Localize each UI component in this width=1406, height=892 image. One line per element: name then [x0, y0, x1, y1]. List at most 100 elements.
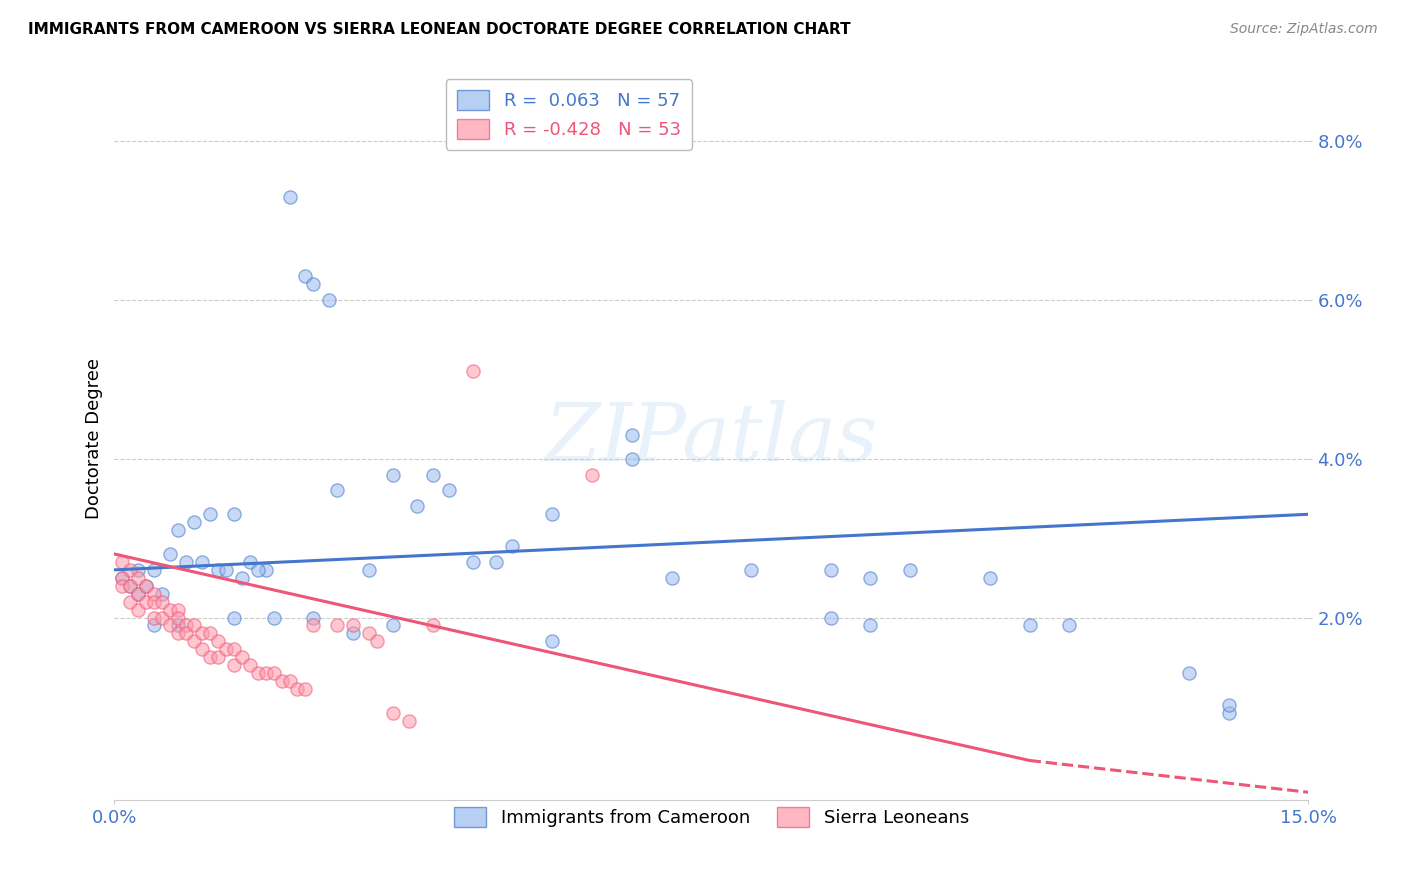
Point [159, 547, 181, 561]
Point [898, 563, 921, 577]
Point [979, 571, 1001, 585]
Point [127, 571, 149, 585]
Point [183, 515, 205, 529]
Point [143, 618, 166, 632]
Point [159, 618, 181, 632]
Point [143, 587, 166, 601]
Point [820, 610, 842, 624]
Point [541, 634, 564, 648]
Point [359, 563, 381, 577]
Point [174, 626, 197, 640]
Point [422, 467, 444, 482]
Point [1018, 618, 1040, 632]
Point [581, 467, 603, 482]
Point [150, 594, 173, 608]
Point [215, 642, 238, 657]
Point [485, 555, 508, 569]
Point [150, 610, 173, 624]
Point [198, 508, 221, 522]
Point [120, 579, 142, 593]
Point [150, 587, 173, 601]
Point [143, 610, 166, 624]
Point [111, 579, 134, 593]
Point [120, 579, 142, 593]
Point [342, 626, 364, 640]
Point [239, 555, 262, 569]
Point [254, 563, 277, 577]
Point [1059, 618, 1081, 632]
Point [270, 674, 292, 689]
Legend: Immigrants from Cameroon, Sierra Leoneans: Immigrants from Cameroon, Sierra Leonean… [446, 800, 976, 835]
Point [159, 602, 181, 616]
Point [167, 618, 190, 632]
Point [461, 364, 484, 378]
Point [326, 483, 349, 498]
Point [191, 555, 214, 569]
Point [1218, 706, 1240, 720]
Point [174, 618, 197, 632]
Point [135, 579, 157, 593]
Point [246, 563, 269, 577]
Point [127, 563, 149, 577]
Text: Source: ZipAtlas.com: Source: ZipAtlas.com [1230, 22, 1378, 37]
Point [359, 626, 381, 640]
Point [135, 594, 157, 608]
Point [120, 594, 142, 608]
Point [111, 571, 134, 585]
Point [302, 610, 325, 624]
Point [198, 626, 221, 640]
Point [820, 563, 842, 577]
Point [231, 650, 253, 665]
Point [1218, 698, 1240, 712]
Point [859, 618, 882, 632]
Point [1178, 666, 1201, 681]
Point [461, 555, 484, 569]
Point [302, 277, 325, 291]
Point [222, 610, 245, 624]
Point [183, 634, 205, 648]
Point [366, 634, 388, 648]
Text: IMMIGRANTS FROM CAMEROON VS SIERRA LEONEAN DOCTORATE DEGREE CORRELATION CHART: IMMIGRANTS FROM CAMEROON VS SIERRA LEONE… [28, 22, 851, 37]
Point [294, 268, 316, 283]
Point [405, 500, 427, 514]
Point [278, 189, 301, 203]
Point [191, 642, 214, 657]
Point [661, 571, 683, 585]
Point [381, 706, 404, 720]
Point [278, 674, 301, 689]
Point [167, 523, 190, 537]
Point [143, 594, 166, 608]
Point [174, 555, 197, 569]
Y-axis label: Doctorate Degree: Doctorate Degree [86, 359, 103, 519]
Point [501, 539, 523, 553]
Point [326, 618, 349, 632]
Point [191, 626, 214, 640]
Point [318, 293, 340, 307]
Point [167, 626, 190, 640]
Point [111, 555, 134, 569]
Point [422, 618, 444, 632]
Point [302, 618, 325, 632]
Point [127, 602, 149, 616]
Point [207, 650, 229, 665]
Point [111, 571, 134, 585]
Point [143, 563, 166, 577]
Point [222, 508, 245, 522]
Point [167, 610, 190, 624]
Point [215, 563, 238, 577]
Point [381, 618, 404, 632]
Point [207, 563, 229, 577]
Point [207, 634, 229, 648]
Point [294, 681, 316, 696]
Point [541, 508, 564, 522]
Point [167, 602, 190, 616]
Point [398, 714, 420, 728]
Text: ZIPatlas: ZIPatlas [544, 401, 879, 477]
Point [381, 467, 404, 482]
Point [198, 650, 221, 665]
Point [342, 618, 364, 632]
Point [620, 451, 643, 466]
Point [263, 610, 285, 624]
Point [287, 681, 309, 696]
Point [859, 571, 882, 585]
